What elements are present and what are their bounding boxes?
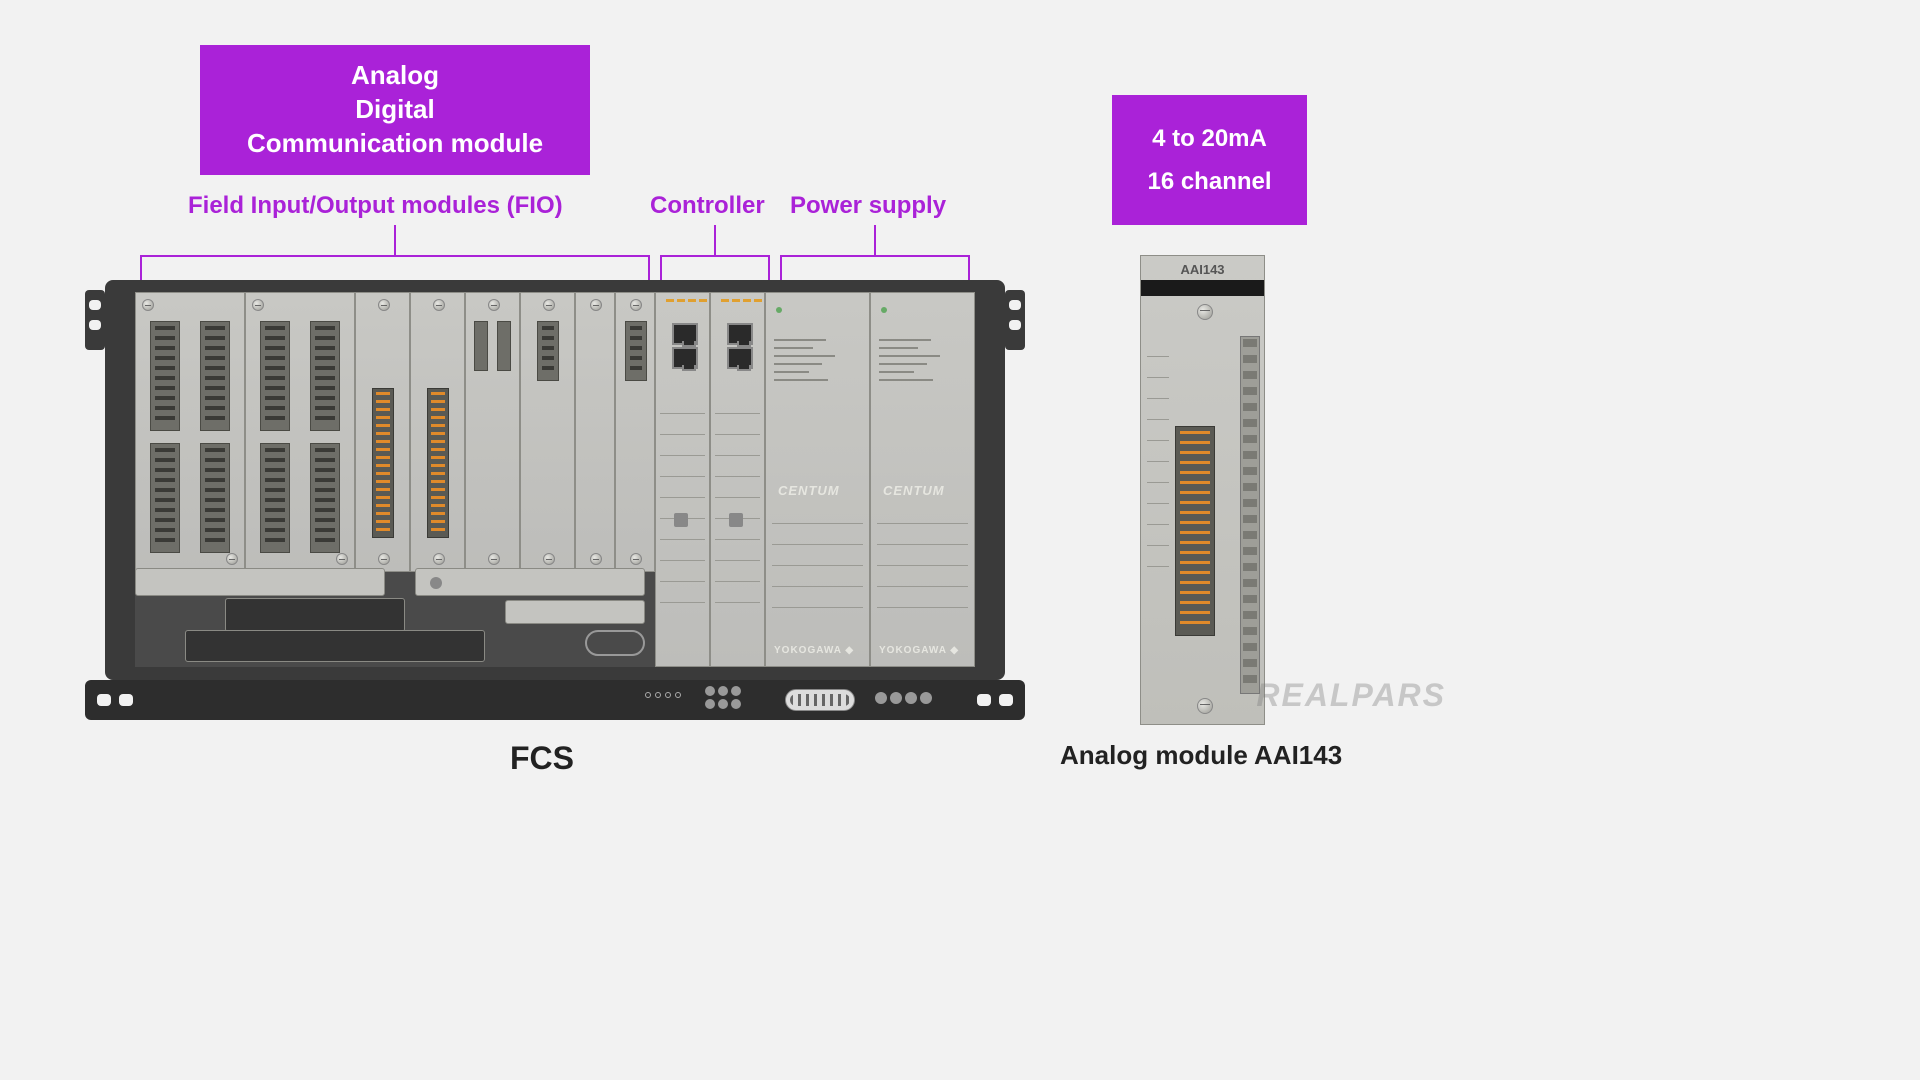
power-supply-module: CENTUM YOKOGAWA ◆ [870, 292, 975, 667]
callout-fio-types: Analog Digital Communication module [200, 45, 590, 175]
button-icon [674, 513, 688, 527]
port-icon [585, 630, 645, 656]
ethernet-port-icon [672, 347, 698, 369]
label-fio: Field Input/Output modules (FIO) [188, 192, 563, 220]
brand-centum: CENTUM [883, 483, 945, 498]
part-number-label: AAI143 [1141, 262, 1264, 277]
edge-connector [1240, 336, 1260, 694]
caption-module: Analog module AAI143 [1060, 740, 1342, 771]
button-icon [729, 513, 743, 527]
brand-centum: CENTUM [778, 483, 840, 498]
bracket-stem [874, 225, 876, 255]
fio-module [575, 292, 615, 572]
led-icon [881, 307, 887, 313]
callout-line: Analog [351, 59, 439, 93]
bracket-stem [714, 225, 716, 255]
bracket-power [780, 255, 970, 257]
status-leds [721, 299, 762, 302]
bracket-stem [394, 225, 396, 255]
callout-line: 16 channel [1147, 166, 1271, 197]
power-supply-module: CENTUM YOKOGAWA ◆ [765, 292, 870, 667]
controller-module [710, 292, 765, 667]
rack-ear [1005, 290, 1025, 350]
fio-module [410, 292, 465, 572]
callout-line: Communication module [247, 127, 543, 161]
fio-module [245, 292, 355, 572]
label-controller: Controller [650, 192, 765, 220]
brand-vendor: YOKOGAWA ◆ [879, 645, 959, 656]
brand-vendor: YOKOGAWA ◆ [774, 645, 854, 656]
dsub-connector-icon [785, 689, 855, 711]
fio-module [615, 292, 655, 572]
watermark: REALPARS [1256, 677, 1446, 714]
rack-bottom-rail [85, 680, 1025, 720]
fcs-rack-chassis: CENTUM YOKOGAWA ◆ CENTUM YOKOGAWA ◆ [105, 280, 1005, 680]
callout-line: 4 to 20mA [1152, 123, 1267, 154]
ethernet-port-icon [727, 323, 753, 345]
status-leds [666, 299, 707, 302]
ethernet-port-icon [672, 323, 698, 345]
bracket-controller [660, 255, 770, 257]
fio-module [135, 292, 245, 572]
fio-module [520, 292, 575, 572]
drive-bay [135, 568, 655, 668]
label-power-supply: Power supply [790, 192, 946, 220]
fio-module [465, 292, 520, 572]
fio-module [355, 292, 410, 572]
led-icon [776, 307, 782, 313]
callout-spec: 4 to 20mA 16 channel [1112, 95, 1307, 225]
ethernet-port-icon [727, 347, 753, 369]
rack-ear [85, 290, 105, 350]
controller-module [655, 292, 710, 667]
caption-rack: FCS [510, 740, 574, 777]
bracket-fio [140, 255, 650, 257]
terminal-connector [1175, 426, 1215, 636]
callout-line: Digital [355, 93, 434, 127]
analog-module-card: AAI143 [1140, 255, 1265, 725]
